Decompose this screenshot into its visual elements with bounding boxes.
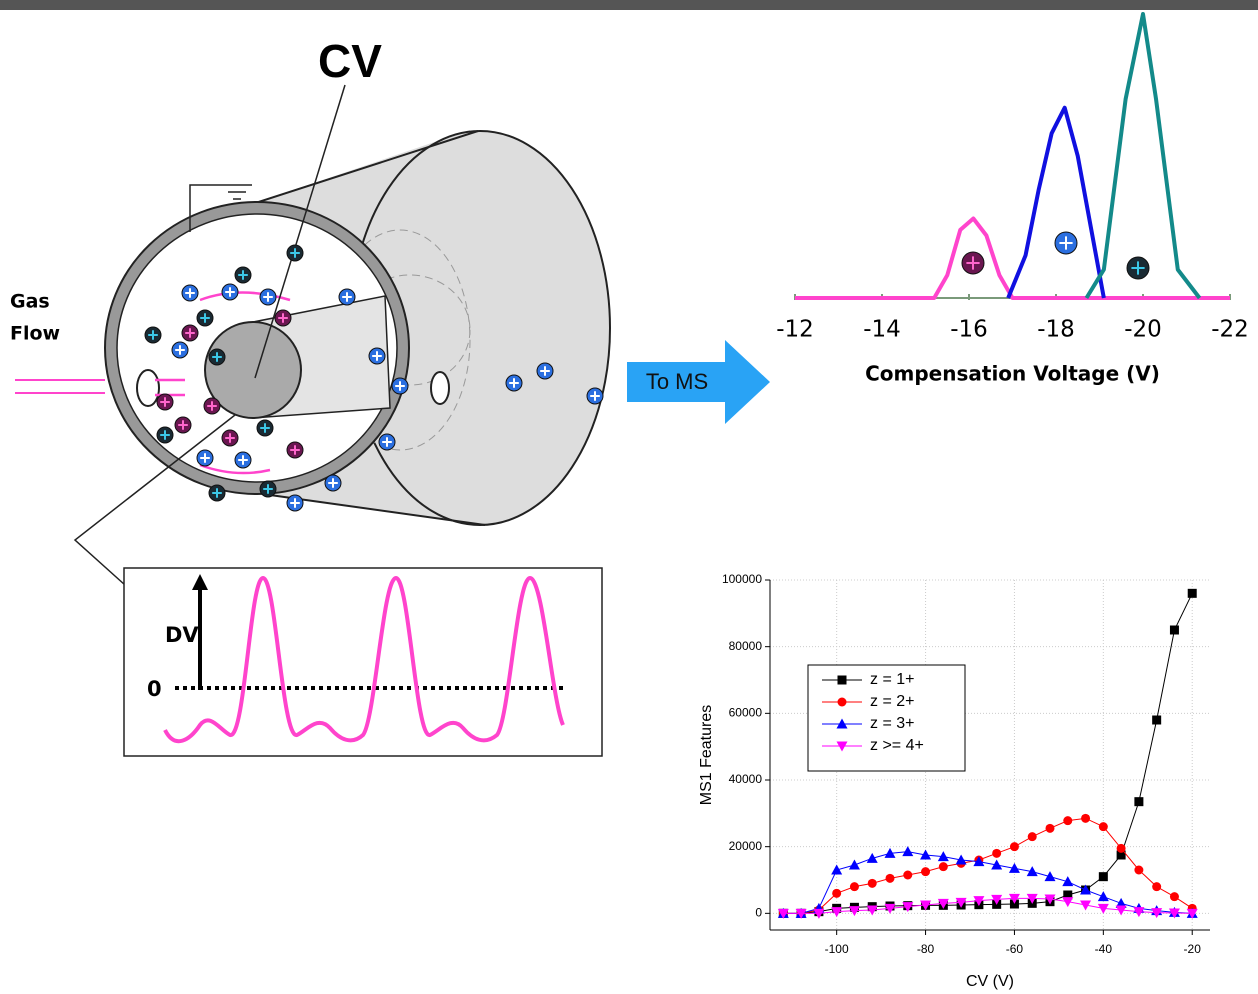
marker xyxy=(1117,844,1126,853)
x-tick-label: -80 xyxy=(917,942,935,956)
y-tick-label: 40000 xyxy=(729,772,763,786)
marker xyxy=(902,846,913,856)
marker xyxy=(1134,866,1143,875)
marker xyxy=(832,889,841,898)
marker xyxy=(1046,824,1055,833)
marker xyxy=(1152,882,1161,891)
dv-label: DV xyxy=(165,623,199,647)
x-axis-title: CV (V) xyxy=(966,973,1014,990)
marker xyxy=(1170,892,1179,901)
marker xyxy=(921,867,930,876)
figure: CV Gas Flow DV 0 To MS -12 -14 -16 -18 -20 -2… xyxy=(0,0,1258,994)
marker xyxy=(1134,797,1143,806)
marker xyxy=(1099,872,1108,881)
marker xyxy=(1010,842,1019,851)
series-line xyxy=(783,818,1192,913)
x-tick-label: -16 xyxy=(950,317,988,343)
marker xyxy=(838,676,847,685)
marker xyxy=(903,871,912,880)
marker xyxy=(867,853,878,863)
legend-label: z = 2+ xyxy=(870,693,914,710)
marker xyxy=(838,698,847,707)
x-tick-label: -20 xyxy=(1184,942,1202,956)
marker xyxy=(992,849,1001,858)
x-axis-title: Compensation Voltage (V) xyxy=(865,362,1160,386)
marker xyxy=(1152,716,1161,725)
x-tick-label: -20 xyxy=(1124,317,1162,343)
marker xyxy=(1062,876,1073,886)
marker xyxy=(1170,626,1179,635)
marker xyxy=(1028,832,1037,841)
x-tick-label: -12 xyxy=(776,317,814,343)
y-axis-title: MS1 Features xyxy=(698,705,715,805)
top-bar xyxy=(0,0,1258,10)
marker xyxy=(1098,891,1109,901)
peak-line xyxy=(1008,108,1104,298)
peak-line xyxy=(1086,14,1199,298)
x-tick-label: -100 xyxy=(825,942,849,956)
y-tick-label: 100000 xyxy=(722,572,762,586)
legend-label: z = 1+ xyxy=(870,671,914,688)
marker xyxy=(850,882,859,891)
marker xyxy=(1099,822,1108,831)
marker xyxy=(868,879,877,888)
y-tick-label: 60000 xyxy=(729,706,763,720)
marker xyxy=(939,862,948,871)
x-tick-label: -18 xyxy=(1037,317,1075,343)
legend-label: z >= 4+ xyxy=(870,737,924,754)
y-tick-label: 80000 xyxy=(729,639,763,653)
marker xyxy=(1063,816,1072,825)
dv-box xyxy=(124,568,602,756)
x-tick-label: -14 xyxy=(863,317,901,343)
x-tick-label: -40 xyxy=(1095,942,1113,956)
gas-flow-label: Gas xyxy=(10,291,50,313)
marker xyxy=(831,865,842,875)
marker xyxy=(1188,589,1197,598)
x-tick-label: -60 xyxy=(1006,942,1024,956)
zero-label: 0 xyxy=(147,677,162,701)
gas-flow-label: Flow xyxy=(10,323,60,345)
legend-label: z = 3+ xyxy=(870,715,914,732)
cv-label: CV xyxy=(318,35,382,87)
marker xyxy=(1045,871,1056,881)
arrow-label: To MS xyxy=(646,369,708,394)
faims-cylinder xyxy=(15,85,610,585)
marker xyxy=(849,860,860,870)
y-tick-label: 0 xyxy=(755,906,762,920)
marker xyxy=(886,874,895,883)
marker xyxy=(1081,814,1090,823)
x-tick-label: -22 xyxy=(1211,317,1249,343)
y-tick-label: 20000 xyxy=(729,839,763,853)
